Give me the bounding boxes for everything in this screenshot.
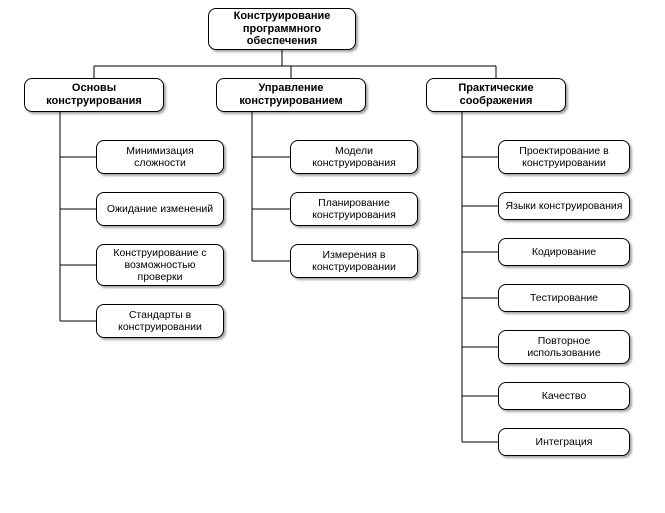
leaf-node-0-2: Конструирование с возможностью проверки — [96, 244, 224, 286]
leaf-node-2-4: Повторное использование — [498, 330, 630, 364]
leaf-node-1-0: Модели конструирования — [290, 140, 418, 174]
leaf-node-1-2: Измерения в конструировании — [290, 244, 418, 278]
leaf-node-2-6: Интеграция — [498, 428, 630, 456]
leaf-node-0-3: Стандарты в конструировании — [96, 304, 224, 338]
leaf-node-2-3: Тестирование — [498, 284, 630, 312]
root-node: Конструирование программного обеспечения — [208, 8, 356, 50]
leaf-node-0-1: Ожидание изменений — [96, 192, 224, 226]
leaf-node-0-0: Минимизация сложности — [96, 140, 224, 174]
branch-node-0: Основы конструирования — [24, 78, 164, 112]
leaf-node-2-5: Качество — [498, 382, 630, 410]
leaf-node-2-1: Языки конструирования — [498, 192, 630, 220]
branch-node-2: Практические соображения — [426, 78, 566, 112]
leaf-node-1-1: Планирование конструирования — [290, 192, 418, 226]
leaf-node-2-0: Проектирование в конструировании — [498, 140, 630, 174]
branch-node-1: Управление конструированием — [216, 78, 366, 112]
leaf-node-2-2: Кодирование — [498, 238, 630, 266]
